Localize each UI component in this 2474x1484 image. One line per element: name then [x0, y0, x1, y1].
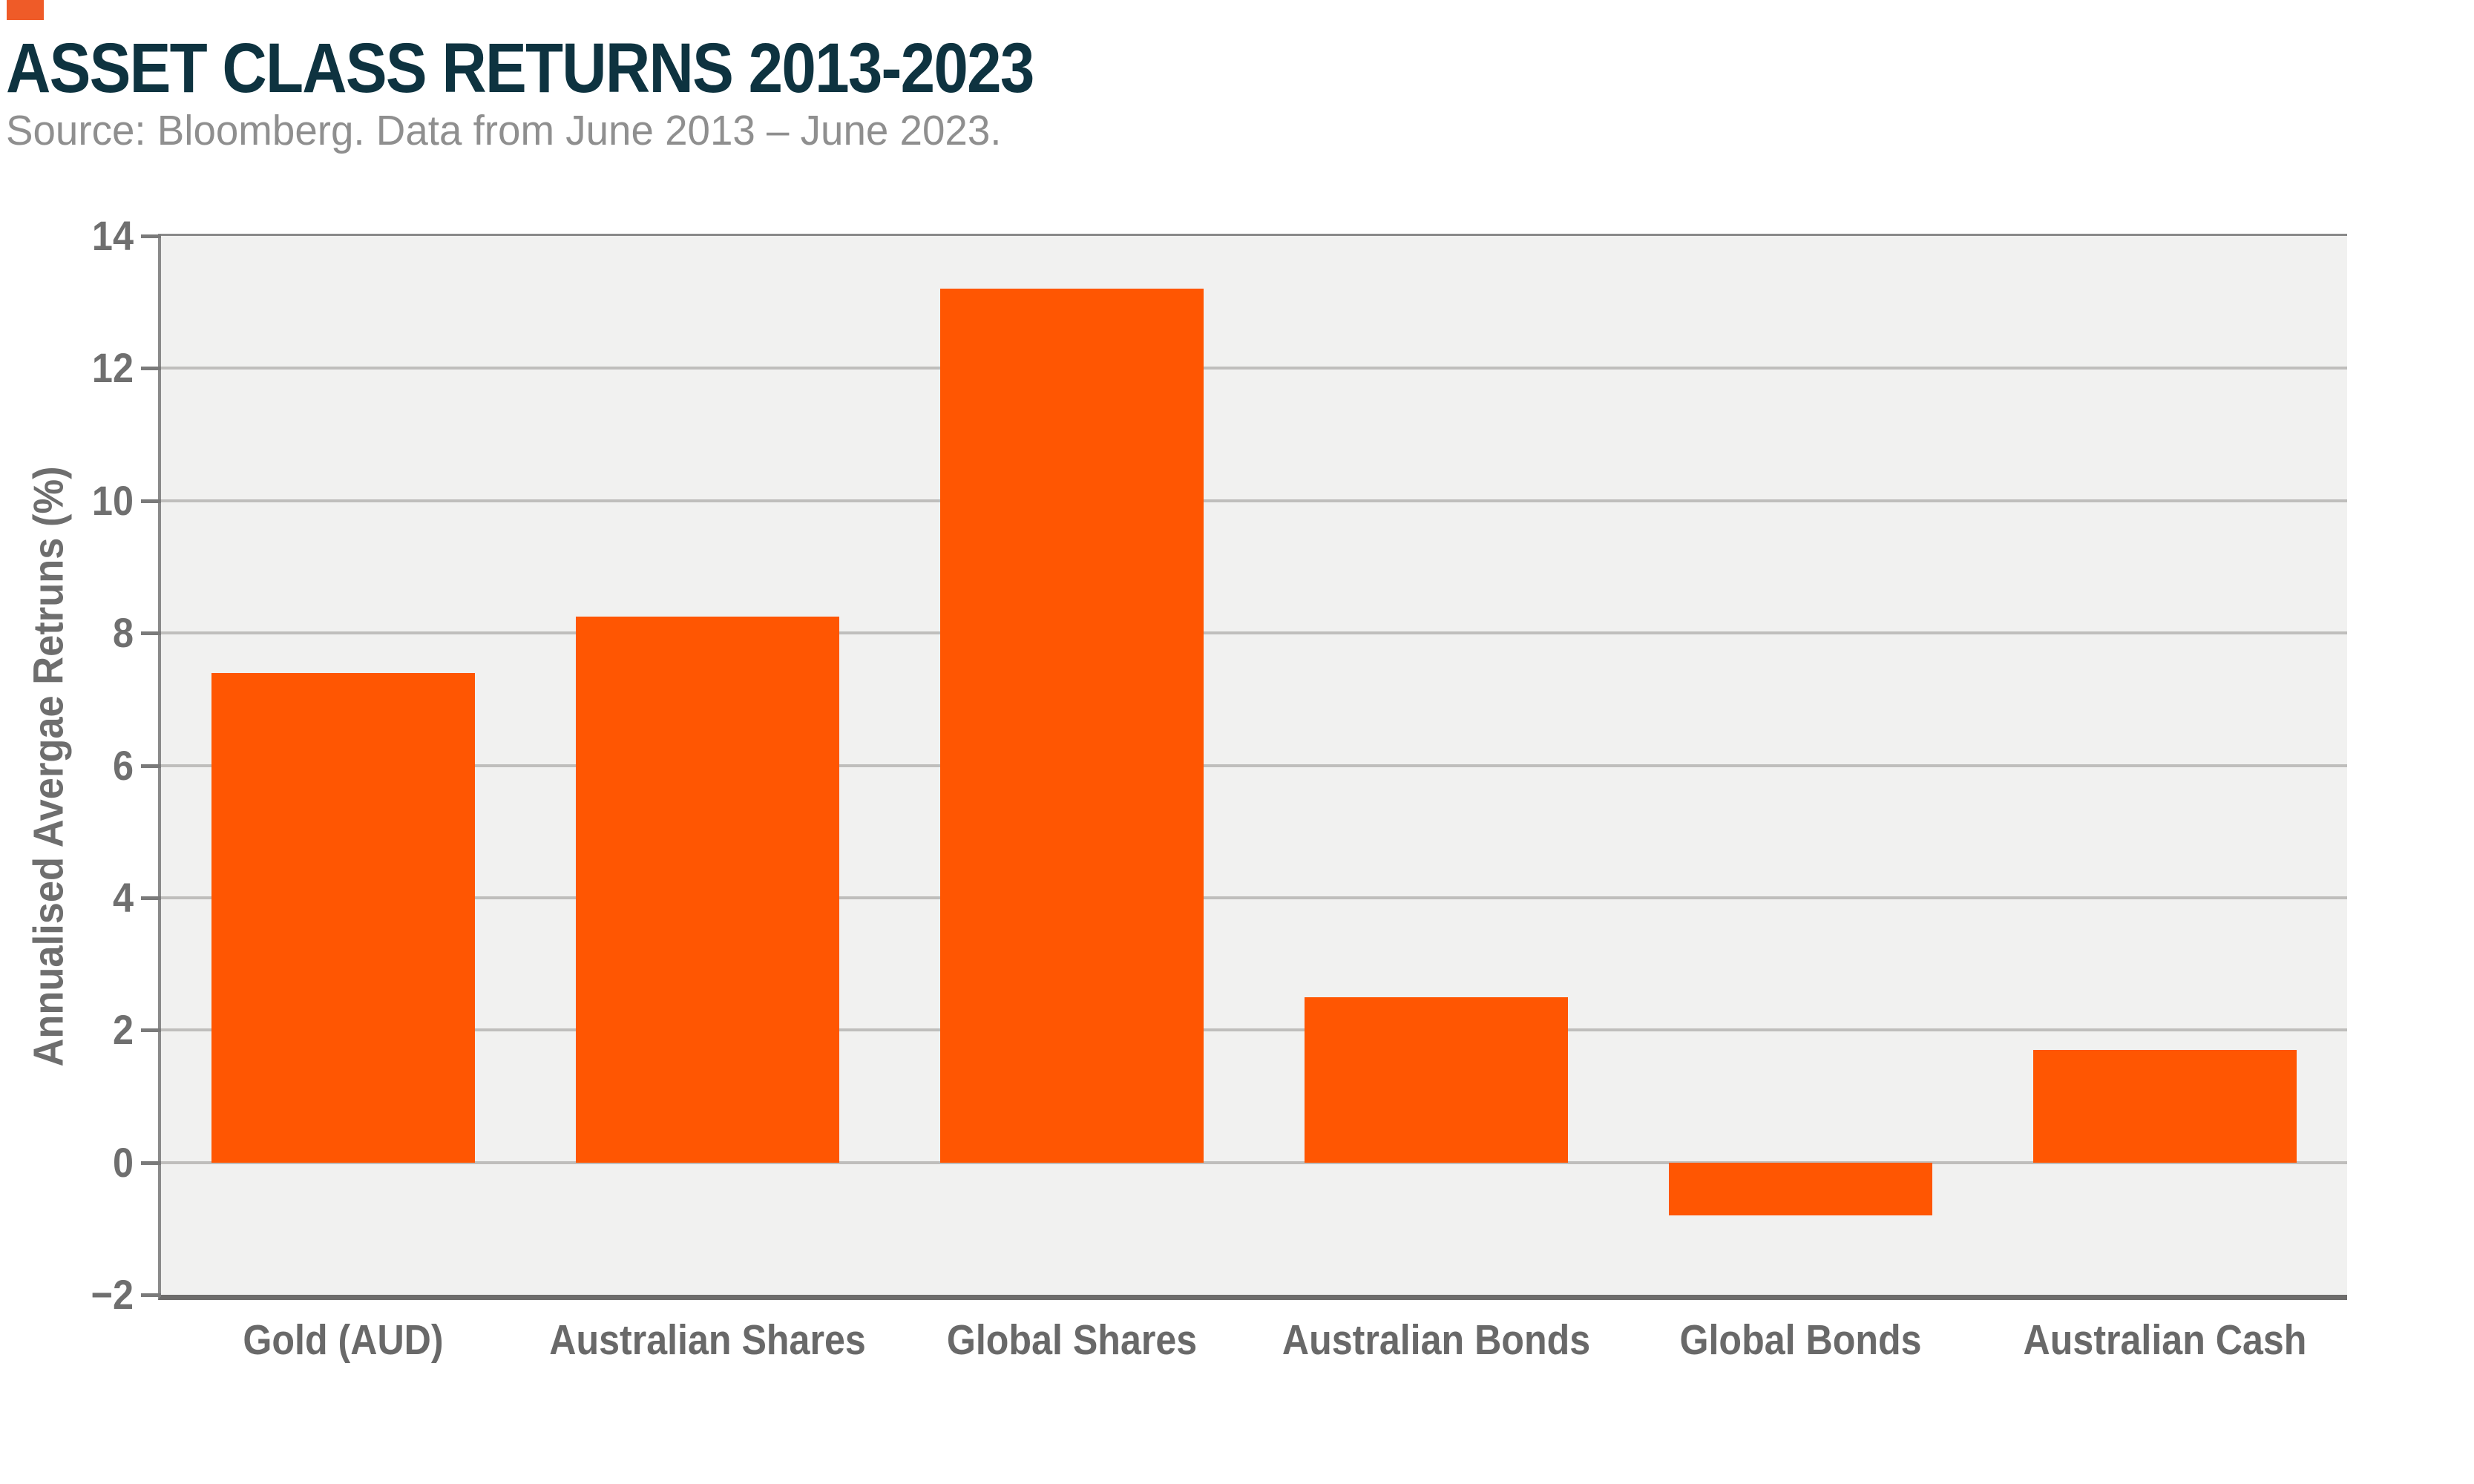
x-category-label: Australian Cash: [2023, 1316, 2307, 1364]
y-tick-mark: [141, 1293, 161, 1297]
x-category-label: Global Shares: [946, 1316, 1198, 1364]
gridline: [161, 1028, 2347, 1032]
y-tick-label: 8: [112, 609, 134, 657]
bar: [576, 616, 839, 1163]
y-tick-mark: [141, 1028, 161, 1033]
bar: [940, 289, 1204, 1163]
x-category-label: Australian Shares: [549, 1316, 866, 1364]
y-tick-label: 14: [91, 212, 134, 259]
y-tick-label: 6: [112, 741, 134, 789]
y-tick-mark: [141, 631, 161, 636]
y-tick-mark: [141, 367, 161, 371]
y-tick-mark: [141, 896, 161, 900]
y-tick-label: 4: [112, 873, 134, 921]
y-tick-label: −2: [91, 1271, 134, 1318]
y-tick-label: 12: [91, 344, 134, 392]
x-category-label: Australian Bonds: [1282, 1316, 1591, 1364]
x-category-label: Global Bonds: [1679, 1316, 1922, 1364]
y-tick-label: 0: [112, 1138, 134, 1186]
y-tick-label: 2: [112, 1006, 134, 1054]
bar: [2033, 1050, 2297, 1163]
y-tick-mark: [141, 499, 161, 503]
gridline: [161, 367, 2347, 370]
x-category-label: Gold (AUD): [243, 1316, 444, 1364]
y-tick-mark: [141, 234, 161, 238]
page-title: ASSET CLASS RETURNS 2013-2023: [6, 29, 1034, 108]
y-tick-label: 10: [91, 476, 134, 524]
brand-logo-square: [7, 0, 44, 20]
plot-area: [158, 234, 2347, 1300]
gridline: [161, 1160, 2347, 1164]
bar: [1669, 1162, 1932, 1215]
page-subtitle: Source: Bloomberg. Data from June 2013 –…: [6, 107, 1002, 154]
gridline: [161, 764, 2347, 767]
gridline: [161, 631, 2347, 635]
y-tick-mark: [141, 764, 161, 768]
bar: [211, 672, 475, 1163]
gridline: [161, 499, 2347, 502]
gridline: [161, 896, 2347, 899]
bar: [1305, 997, 1568, 1163]
y-tick-mark: [141, 1160, 161, 1165]
